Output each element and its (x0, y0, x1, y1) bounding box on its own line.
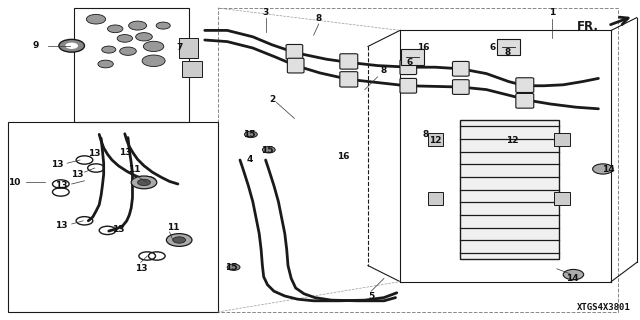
Text: 9: 9 (32, 41, 38, 50)
Text: 12: 12 (506, 136, 518, 145)
Bar (182, 61, 202, 77)
Text: 13: 13 (112, 225, 125, 234)
Circle shape (102, 46, 116, 53)
Text: 13: 13 (134, 264, 147, 273)
Text: 13: 13 (70, 170, 83, 179)
Text: 2: 2 (269, 95, 275, 104)
Circle shape (563, 269, 584, 280)
Circle shape (131, 176, 157, 189)
FancyBboxPatch shape (286, 44, 303, 59)
Circle shape (156, 22, 170, 29)
Text: 14: 14 (566, 274, 579, 283)
Bar (401, 49, 424, 65)
Text: 13: 13 (88, 149, 101, 158)
Circle shape (86, 14, 106, 24)
Text: 8: 8 (316, 14, 322, 23)
Text: 15: 15 (225, 263, 238, 272)
Bar (497, 39, 520, 55)
Text: 15: 15 (243, 130, 256, 139)
Text: 8: 8 (504, 48, 511, 57)
Text: FR.: FR. (577, 20, 598, 33)
Text: XTGS4X3801: XTGS4X3801 (577, 303, 630, 312)
Text: 8: 8 (381, 66, 387, 75)
Text: 6: 6 (406, 58, 413, 67)
Bar (428, 192, 443, 205)
Circle shape (227, 264, 240, 270)
FancyBboxPatch shape (400, 60, 417, 75)
FancyBboxPatch shape (516, 78, 534, 92)
Text: 15: 15 (261, 146, 274, 155)
Text: 1: 1 (548, 8, 555, 17)
Circle shape (120, 47, 136, 55)
Text: 13: 13 (54, 181, 67, 190)
Text: 13: 13 (54, 221, 67, 230)
Bar (554, 192, 570, 205)
Circle shape (593, 164, 613, 174)
Bar (428, 133, 443, 146)
Circle shape (244, 131, 257, 138)
Text: 7: 7 (176, 43, 182, 52)
Text: 4: 4 (246, 156, 253, 164)
Circle shape (98, 60, 113, 68)
Text: 13: 13 (118, 148, 131, 157)
Text: 14: 14 (602, 165, 614, 174)
Circle shape (166, 234, 192, 246)
Text: 11: 11 (128, 165, 141, 174)
Text: 10: 10 (8, 178, 20, 187)
Bar (460, 120, 559, 259)
Text: 13: 13 (51, 160, 64, 169)
FancyBboxPatch shape (340, 72, 358, 87)
Text: 12: 12 (429, 136, 442, 145)
Text: 8: 8 (422, 130, 429, 139)
Text: 16: 16 (337, 152, 350, 161)
Text: 11: 11 (166, 223, 179, 232)
Circle shape (129, 21, 147, 30)
Text: 16: 16 (417, 43, 430, 52)
Circle shape (262, 147, 275, 153)
Bar (554, 133, 570, 146)
FancyBboxPatch shape (340, 54, 358, 69)
Circle shape (108, 25, 123, 33)
Circle shape (59, 39, 84, 52)
Circle shape (138, 179, 150, 186)
Text: 3: 3 (262, 8, 269, 17)
Circle shape (143, 41, 164, 52)
FancyBboxPatch shape (287, 58, 304, 73)
FancyBboxPatch shape (452, 61, 469, 76)
Text: 5: 5 (368, 292, 374, 301)
FancyBboxPatch shape (400, 78, 417, 93)
Circle shape (136, 33, 152, 41)
Circle shape (65, 43, 78, 49)
FancyBboxPatch shape (452, 80, 469, 94)
Bar (179, 38, 198, 58)
Circle shape (142, 55, 165, 67)
FancyBboxPatch shape (516, 93, 534, 108)
Circle shape (117, 35, 132, 42)
Circle shape (173, 237, 186, 243)
Text: 6: 6 (490, 44, 496, 52)
